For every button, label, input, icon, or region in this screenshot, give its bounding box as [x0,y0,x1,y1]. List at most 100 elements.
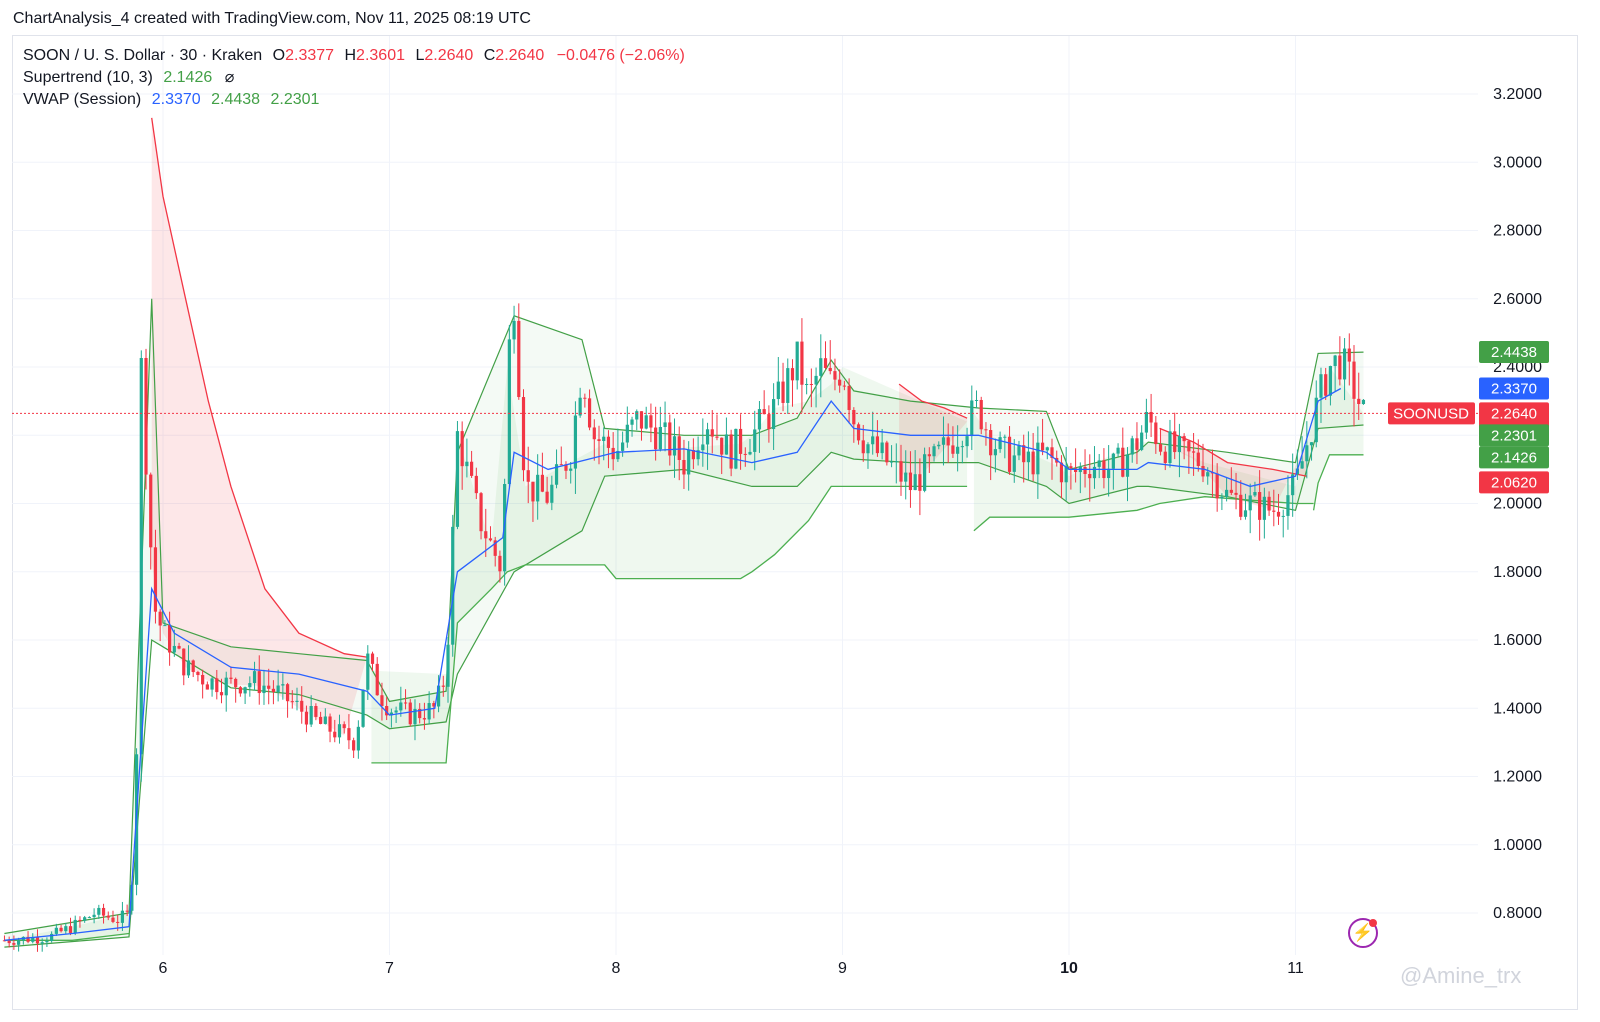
x-tick-label: 10 [1060,960,1078,977]
lightning-icon[interactable]: ⚡ [1348,918,1378,948]
candle-body [130,884,134,911]
candle-body [1319,374,1323,398]
open-value: 2.3377 [285,47,335,64]
candle-body [498,555,502,572]
candle-body [337,724,342,738]
candle-body [441,685,445,687]
time-axis[interactable]: 6 7 8 9 10 11 [159,960,1304,977]
candle-body [460,431,464,467]
candle-body [163,625,167,627]
candle-body [748,451,752,455]
candle-body [1182,436,1186,442]
vwap-line [4,387,1342,941]
candle-body [823,358,828,368]
candle-body [413,708,417,725]
candle-body [743,453,747,455]
candle-body [1333,355,1337,367]
candle-body [309,706,313,725]
candle-body [68,926,73,933]
candle-body [606,436,611,448]
candle-body [125,910,129,912]
candle-body [328,716,332,732]
candle-body [856,424,861,441]
candle-body [50,933,54,941]
candle-body [1074,468,1078,473]
candle-body [54,927,58,934]
candle-body [1253,492,1257,496]
supertrend-fill-up [973,413,1314,531]
y-tick-label: 3.0000 [1493,154,1542,171]
chart-header-title: ChartAnalysis_4 created with TradingView… [13,10,531,27]
candle-body [352,740,356,751]
low-value: 2.2640 [424,47,474,64]
candle-body [403,702,408,704]
price-axis[interactable]: 3.20003.00002.80002.60002.40002.20002.00… [1493,86,1542,922]
candle-body [168,625,172,653]
candle-body [654,427,658,450]
candle-body [83,917,87,921]
candle-body [153,547,158,612]
candle-body [1234,492,1238,495]
candle-body [1163,451,1167,464]
candle-body [488,538,493,541]
candle-body [956,446,960,454]
candle-body [1239,494,1243,517]
candle-body [1324,374,1328,396]
candle-body [149,474,153,548]
candle-body [828,367,832,372]
candle-body [1173,431,1177,453]
candle-body [1267,496,1271,511]
candle-body [989,430,993,456]
candle-body [1309,442,1314,446]
legend-vwap-row[interactable]: VWAP (Session) 2.3370 2.4438 2.2301 [23,89,685,111]
candle-body [1149,411,1153,423]
candle-body [616,450,620,460]
candle-body [1012,455,1016,472]
candle-body [871,436,875,445]
candle-body [1007,436,1012,472]
price-label-box [1479,471,1549,494]
candle-body [597,439,601,442]
candle-body [144,358,148,475]
candle-body [1168,431,1172,464]
candle-body [285,684,290,702]
candle-body [1121,447,1125,477]
candle-body [356,726,360,751]
candle-body [512,320,516,340]
symbol-description[interactable]: SOON / U. S. Dollar · 30 · Kraken [23,47,263,64]
candle-body [1092,466,1097,479]
open-label: O [272,47,286,64]
candle-body [1286,495,1290,516]
candle-body [366,653,370,690]
candle-body [687,450,691,475]
candle-body [998,437,1002,450]
candle-body [290,701,294,703]
candle-body [1022,445,1026,463]
supertrend-up-line [1312,454,1364,511]
candle-body [1276,511,1281,517]
candle-body [729,434,733,469]
hidden-value-icon: ⌀ [224,69,235,86]
candle-body [1064,466,1068,483]
candle-body [427,703,431,720]
watermark: @Amine_trx [1400,963,1522,988]
legend-supertrend-row[interactable]: Supertrend (10, 3) 2.1426 ⌀ [23,67,685,89]
candle-body [257,671,261,694]
notification-dot [1369,919,1377,927]
change-value: −0.0476 (−2.06%) [556,47,685,64]
candle-body [1229,489,1233,493]
candle-body [583,397,587,399]
candle-body [111,917,115,922]
candle-body [238,687,242,694]
candle-body [120,910,125,923]
candle-body [762,409,766,415]
candle-body [172,645,176,653]
candle-body [932,446,936,457]
candle-body [559,464,563,466]
legend-symbol-row: SOON / U. S. Dollar · 30 · Kraken O2.337… [23,45,685,67]
candle-body [923,454,927,491]
candle-body [644,415,648,429]
price-label-box [1479,341,1549,364]
candle-body [470,461,474,476]
